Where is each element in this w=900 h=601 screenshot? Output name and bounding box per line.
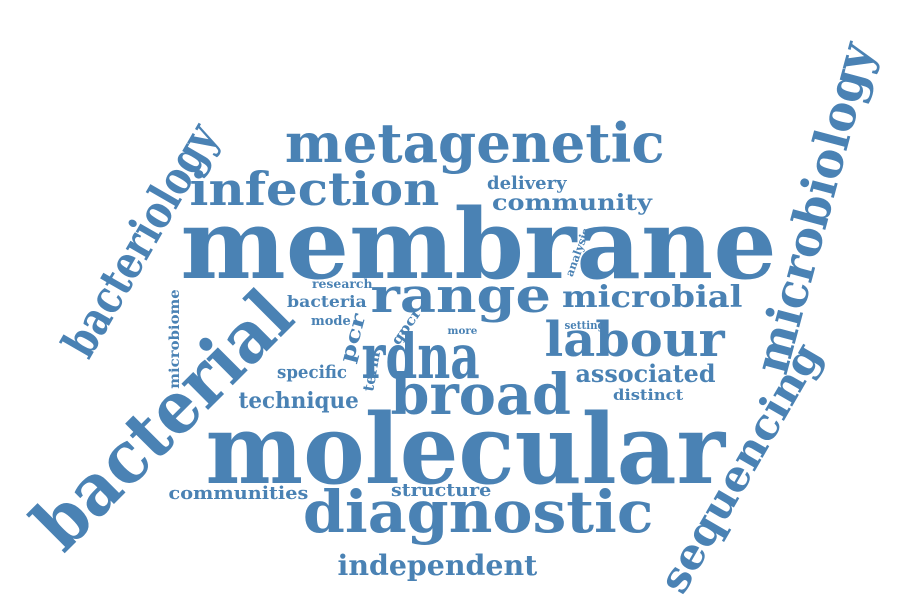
word-molecular: molecular <box>205 393 725 506</box>
word-diagnostic: diagnostic <box>302 478 654 546</box>
word-specific: specific <box>277 362 348 383</box>
word-delivery: delivery <box>487 173 567 194</box>
word-membrane: membrane <box>179 188 777 301</box>
word-more: more <box>447 326 477 337</box>
word-technique: technique <box>237 388 359 414</box>
word-community: community <box>492 190 652 216</box>
word-metagenetic: metagenetic <box>284 111 665 175</box>
word-microbial: microbial <box>561 280 743 315</box>
word-range: range <box>369 268 551 324</box>
word-structure: structure <box>390 480 492 501</box>
word-broad: broad <box>390 362 571 428</box>
word-microbiome: microbiome <box>166 289 183 389</box>
word-mode: mode <box>311 313 351 329</box>
word-infection: infection <box>189 162 439 216</box>
word-bacteria: bacteria <box>287 292 367 311</box>
word-associated: associated <box>574 359 716 388</box>
word-rdna: rdna <box>361 320 480 393</box>
word-setting: setting <box>564 318 605 332</box>
word-communities: communities <box>167 483 308 504</box>
word-research: research <box>312 277 373 291</box>
word-labour: labour <box>543 312 725 368</box>
word-independent: independent <box>337 549 537 582</box>
word-distinct: distinct <box>612 385 684 404</box>
